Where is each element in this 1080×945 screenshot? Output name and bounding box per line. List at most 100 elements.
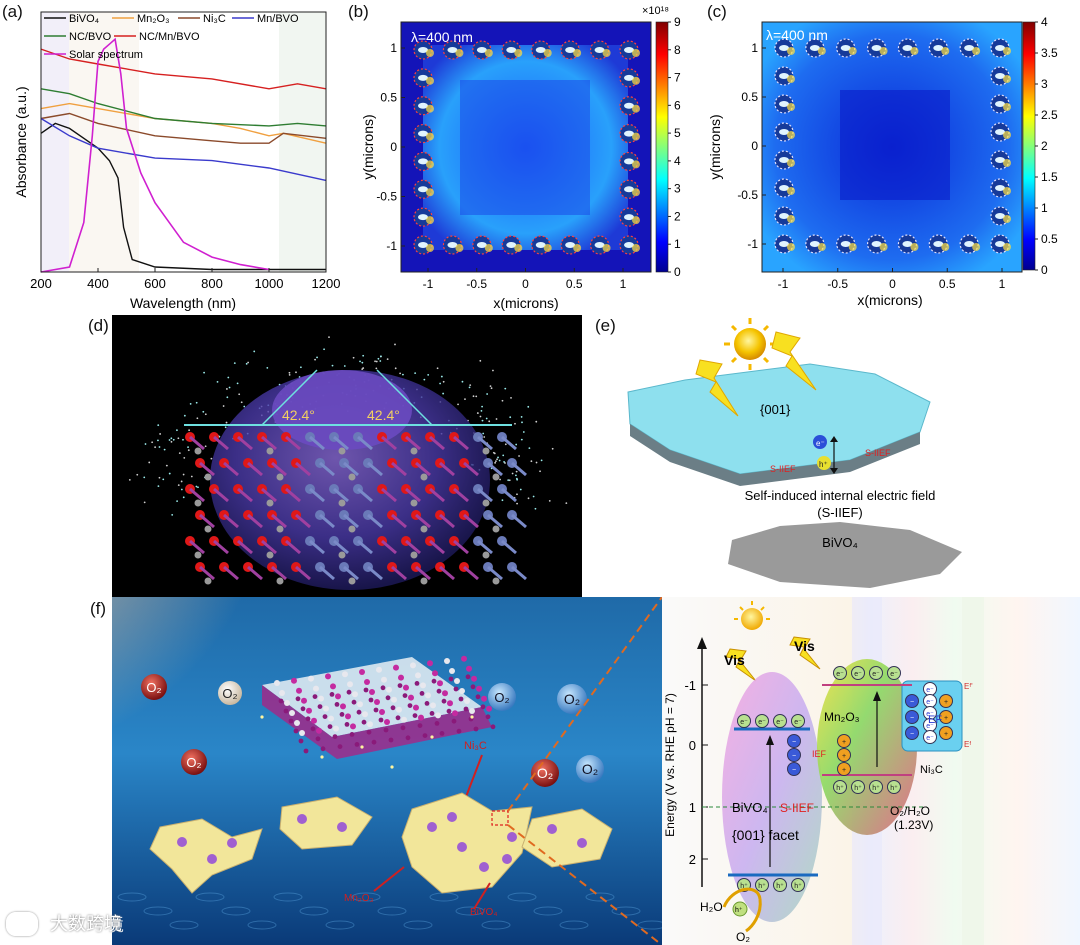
svg-text:h⁺: h⁺ [836, 785, 844, 792]
charge-carrier [939, 726, 953, 740]
band-ef-top: Eᶠ' [964, 682, 973, 691]
charge-carrier [851, 666, 865, 680]
x-tick-label: 400 [87, 276, 109, 291]
x-tick-label: -1 [423, 277, 434, 291]
o2-bubble: O₂ [576, 755, 604, 783]
panel-e-siief-left: S-IIEF [770, 464, 796, 474]
charge-carrier [837, 762, 851, 776]
charge-carrier [887, 780, 901, 794]
x-tick-label: -0.5 [466, 277, 487, 291]
charge-carrier [939, 694, 953, 708]
svg-text:e⁻: e⁻ [926, 699, 934, 706]
band-bivo4: BiVO₄ [732, 800, 768, 815]
colorbar-tick: 0 [1041, 263, 1048, 277]
o2-bubble: O₂ [531, 759, 559, 787]
colorbar-tick: 9 [674, 15, 681, 29]
y-tick-label: -1 [386, 239, 397, 253]
panel-b-annotation: λ=400 nm [411, 29, 473, 45]
y-tick-label: -0.5 [376, 190, 397, 204]
colorbar-tick: 1.5 [1041, 170, 1058, 184]
watermark: 大数跨境 [50, 914, 122, 935]
mn2o3-particle [547, 824, 557, 834]
panel-a-label: (a) [2, 2, 23, 21]
legend-entry: Mn₂O₃ [137, 13, 170, 25]
panel-a-xlabel: Wavelength (nm) [130, 295, 236, 311]
svg-text:O₂: O₂ [186, 755, 201, 770]
colorbar-tick: 2 [674, 209, 681, 223]
colorbar-tick: 4 [1041, 15, 1048, 29]
y-tick-label: 0.5 [741, 90, 758, 104]
series-line-4 [40, 88, 327, 127]
band-ief: IEF [812, 749, 827, 759]
panel-c-xlabel: x(microns) [857, 292, 922, 308]
x-tick-label: 1200 [312, 276, 341, 291]
x-tick-label: 1 [999, 277, 1006, 291]
legend-entry: NC/BVO [69, 31, 112, 43]
panel-c-ylabel: y(microns) [707, 114, 723, 179]
svg-text:+: + [944, 715, 948, 722]
legend-entry: NC/Mn/BVO [139, 31, 200, 43]
svg-text:+: + [842, 767, 846, 774]
svg-text:e⁻: e⁻ [926, 687, 934, 694]
svg-text:h⁺: h⁺ [758, 883, 766, 890]
band-ni3c: Ni₃C [920, 764, 943, 776]
x-tick-label: 0.5 [939, 277, 956, 291]
svg-text:h⁺: h⁺ [794, 883, 802, 890]
band-yaxis-label: Energy (V vs. RHE pH = 7) [663, 693, 677, 837]
charge-carrier [923, 730, 937, 744]
colorbar-tick: 6 [674, 98, 681, 112]
o2-bubble: O₂ [218, 681, 242, 705]
band-siief: S-IIEF [780, 801, 814, 815]
svg-text:−: − [910, 731, 914, 738]
x-tick-label: 600 [144, 276, 166, 291]
series-line-6 [40, 37, 270, 273]
charge-carrier [791, 714, 805, 728]
panel-b-heatmap: λ=400 nm ×10¹⁸ 9 8 7 6 5 4 3 2 1 0 -1 -0.5 0 0.5 1 1 0.… [360, 5, 681, 311]
svg-text:+: + [944, 731, 948, 738]
band-h2o: H₂O [700, 900, 723, 914]
mn2o3-particle [447, 812, 457, 822]
svg-text:h⁺: h⁺ [872, 785, 880, 792]
colorbar-tick: 1 [674, 237, 681, 251]
x-tick-label: 0.5 [566, 277, 583, 291]
panel-d-angle-right: 42.4° [367, 407, 400, 423]
charge-carrier [887, 666, 901, 680]
y-tick-label: 0 [751, 139, 758, 153]
mn2o3-particle [337, 822, 347, 832]
svg-text:e⁻: e⁻ [836, 671, 844, 678]
legend-entry: Ni₃C [203, 13, 226, 25]
panel-f-ni3c-label: Ni₃C [464, 740, 487, 752]
y-tick-label: -1 [684, 678, 696, 693]
panel-f-scene: Ni₃C O₂ O₂ O₂ O₂ O₂ O₂ O₂ Mn₂O₃ BiVO₄ 大数… [112, 597, 662, 945]
svg-text:O₂: O₂ [146, 680, 161, 695]
charge-carrier [905, 710, 919, 724]
charge-carrier [837, 748, 851, 762]
lightning-bolt-icon [725, 648, 757, 682]
x-tick-label: 0 [522, 277, 529, 291]
legend-entry: Mn/BVO [257, 13, 299, 25]
band-o2-h2o: O₂/H₂O [890, 804, 930, 818]
svg-text:+: + [842, 739, 846, 746]
svg-text:−: − [792, 753, 796, 760]
x-tick-label: 1 [620, 277, 627, 291]
colorbar-tick: 3.5 [1041, 46, 1058, 60]
svg-text:e⁻: e⁻ [794, 719, 802, 726]
o2-bubble: O₂ [557, 684, 587, 714]
panel-e-label: (e) [595, 316, 616, 335]
panel-d-label: (d) [88, 316, 109, 335]
mn2o3-particle [297, 814, 307, 824]
panel-e-substrate: BiVO₄ [822, 535, 858, 550]
panel-c-heatmap: λ=400 nm 4 3.5 3 2.5 2 1.5 1 0.5 0 -1 -0.5 0 0.5 1 1 0… [707, 15, 1058, 308]
svg-text:−: − [792, 767, 796, 774]
y-tick-label: -0.5 [737, 188, 758, 202]
x-tick-label: 200 [30, 276, 52, 291]
x-tick-label: 800 [201, 276, 223, 291]
band-o2-h2o-v: (1.23V) [894, 818, 933, 832]
charge-carrier [737, 714, 751, 728]
svg-text:h⁺: h⁺ [740, 883, 748, 890]
mn2o3-particle [227, 838, 237, 848]
y-tick-label: 0 [390, 140, 397, 154]
colorbar-tick: 7 [674, 71, 681, 85]
mn2o3-particle [207, 854, 217, 864]
svg-text:h⁺: h⁺ [735, 907, 743, 914]
